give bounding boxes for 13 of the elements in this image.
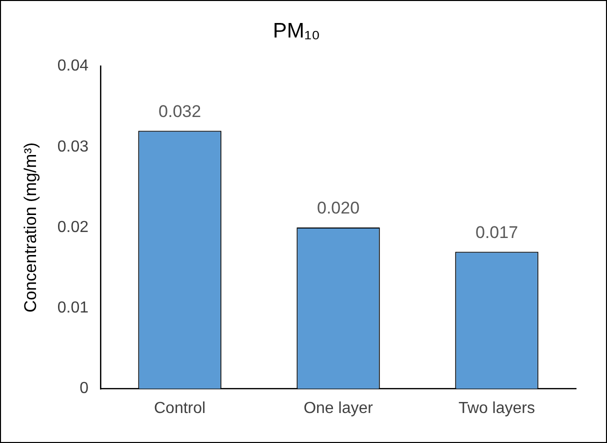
y-axis-title: Concentration (mg/m³) [20, 142, 40, 313]
y-tick-label: 0.03 [57, 138, 89, 156]
chart-title: PM₁₀ [272, 19, 320, 42]
x-tick-label: Control [154, 400, 206, 417]
x-tick-label: Two layers [458, 400, 535, 417]
data-label: 0.020 [316, 198, 360, 218]
data-label: 0.017 [475, 222, 518, 242]
y-tick-label: 0.04 [57, 58, 89, 75]
x-tick-label: One layer [304, 400, 374, 417]
y-tick-label: 0.02 [57, 218, 89, 236]
data-label: 0.032 [158, 102, 202, 121]
y-tick-label: 0.01 [57, 300, 89, 317]
y-tick-label: 0 [80, 380, 89, 398]
